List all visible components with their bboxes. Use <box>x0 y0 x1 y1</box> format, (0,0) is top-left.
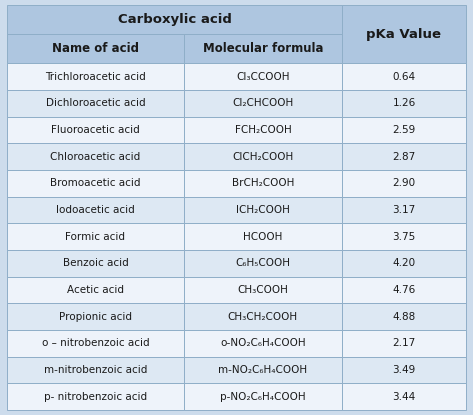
Text: 4.20: 4.20 <box>393 258 415 269</box>
Text: C₆H₅COOH: C₆H₅COOH <box>236 258 290 269</box>
Text: 1.26: 1.26 <box>392 98 416 108</box>
Bar <box>7 5 342 34</box>
Bar <box>7 170 184 197</box>
Text: Cl₂CHCOOH: Cl₂CHCOOH <box>232 98 294 108</box>
Bar <box>342 170 466 197</box>
Bar <box>184 383 342 410</box>
Bar <box>7 63 184 90</box>
Text: Trichloroacetic acid: Trichloroacetic acid <box>45 72 146 82</box>
Text: 4.88: 4.88 <box>392 312 416 322</box>
Text: o-NO₂C₆H₄COOH: o-NO₂C₆H₄COOH <box>220 338 306 348</box>
Text: Fluoroacetic acid: Fluoroacetic acid <box>51 125 140 135</box>
Bar <box>342 277 466 303</box>
Bar <box>7 383 184 410</box>
Bar <box>7 197 184 223</box>
Bar <box>342 303 466 330</box>
Bar <box>184 303 342 330</box>
Text: Carboxylic acid: Carboxylic acid <box>118 13 231 26</box>
Bar <box>184 63 342 90</box>
Bar <box>7 117 184 143</box>
Text: 3.75: 3.75 <box>392 232 416 242</box>
Text: Bromoacetic acid: Bromoacetic acid <box>50 178 140 188</box>
Bar <box>7 250 184 277</box>
Text: m-NO₂C₆H₄COOH: m-NO₂C₆H₄COOH <box>219 365 307 375</box>
Text: 3.49: 3.49 <box>392 365 416 375</box>
Text: 2.59: 2.59 <box>392 125 416 135</box>
Bar <box>342 5 466 63</box>
Text: Propionic acid: Propionic acid <box>59 312 132 322</box>
Text: Chloroacetic acid: Chloroacetic acid <box>50 151 140 162</box>
Text: m-nitrobenzoic acid: m-nitrobenzoic acid <box>44 365 147 375</box>
Text: Formic acid: Formic acid <box>65 232 125 242</box>
Bar <box>7 277 184 303</box>
Bar <box>7 143 184 170</box>
Text: FCH₂COOH: FCH₂COOH <box>235 125 291 135</box>
Text: pKa Value: pKa Value <box>367 28 441 41</box>
Text: 0.64: 0.64 <box>393 72 415 82</box>
Bar <box>184 90 342 117</box>
Text: HCOOH: HCOOH <box>243 232 282 242</box>
Bar <box>184 330 342 356</box>
Text: 2.90: 2.90 <box>393 178 415 188</box>
Text: 2.17: 2.17 <box>392 338 416 348</box>
Text: 3.17: 3.17 <box>392 205 416 215</box>
Bar <box>184 356 342 383</box>
Bar <box>342 90 466 117</box>
Bar <box>342 330 466 356</box>
Bar <box>342 63 466 90</box>
Text: p- nitrobenzoic acid: p- nitrobenzoic acid <box>44 392 147 402</box>
Bar <box>342 356 466 383</box>
Text: 2.87: 2.87 <box>392 151 416 162</box>
Bar <box>184 197 342 223</box>
Bar <box>184 277 342 303</box>
Bar <box>7 34 184 63</box>
Bar <box>7 330 184 356</box>
Bar <box>184 170 342 197</box>
Text: Name of acid: Name of acid <box>52 42 139 55</box>
Text: Cl₃CCOOH: Cl₃CCOOH <box>236 72 289 82</box>
Text: 3.44: 3.44 <box>392 392 416 402</box>
Bar <box>342 143 466 170</box>
Text: 4.76: 4.76 <box>392 285 416 295</box>
Bar <box>7 303 184 330</box>
Text: Acetic acid: Acetic acid <box>67 285 124 295</box>
Text: CH₃CH₂COOH: CH₃CH₂COOH <box>228 312 298 322</box>
Text: BrCH₂COOH: BrCH₂COOH <box>232 178 294 188</box>
Text: Iodoacetic acid: Iodoacetic acid <box>56 205 135 215</box>
Bar <box>7 356 184 383</box>
Bar <box>184 250 342 277</box>
Bar <box>342 250 466 277</box>
Text: Dichloroacetic acid: Dichloroacetic acid <box>45 98 145 108</box>
Text: ICH₂COOH: ICH₂COOH <box>236 205 290 215</box>
Bar <box>342 383 466 410</box>
Text: p-NO₂C₆H₄COOH: p-NO₂C₆H₄COOH <box>220 392 306 402</box>
Text: ClCH₂COOH: ClCH₂COOH <box>232 151 294 162</box>
Text: CH₃COOH: CH₃COOH <box>237 285 289 295</box>
Bar <box>184 143 342 170</box>
Bar <box>184 223 342 250</box>
Bar <box>342 117 466 143</box>
Bar <box>184 117 342 143</box>
Text: o – nitrobenzoic acid: o – nitrobenzoic acid <box>42 338 149 348</box>
Text: Benzoic acid: Benzoic acid <box>62 258 128 269</box>
Bar <box>184 34 342 63</box>
Bar <box>7 223 184 250</box>
Bar <box>342 197 466 223</box>
Bar <box>7 90 184 117</box>
Bar <box>342 223 466 250</box>
Text: Molecular formula: Molecular formula <box>202 42 323 55</box>
